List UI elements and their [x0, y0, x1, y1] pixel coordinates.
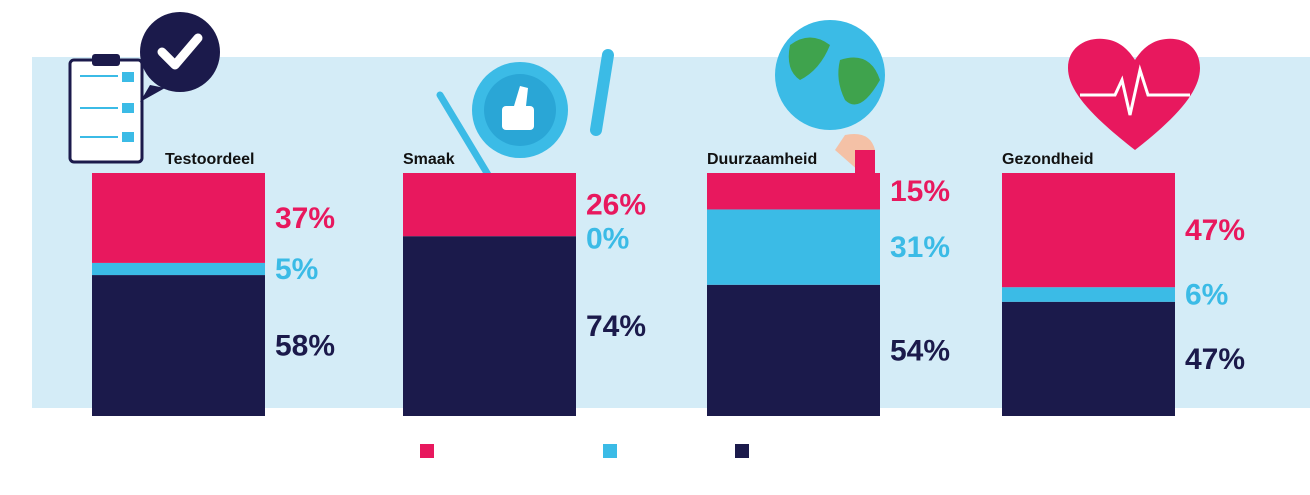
- value-label: 26%: [586, 189, 646, 222]
- bar-segment: [92, 275, 265, 416]
- bar-segment: [1002, 173, 1175, 288]
- legend-swatch: [603, 444, 617, 458]
- bar-segment: [403, 236, 576, 416]
- bar-segment: [92, 173, 265, 263]
- category-label: Gezondheid: [1002, 151, 1094, 168]
- value-label: 15%: [890, 175, 950, 208]
- category-label: Duurzaamheid: [707, 151, 817, 168]
- value-label: 47%: [1185, 214, 1245, 247]
- value-label: 74%: [586, 310, 646, 343]
- plate-icon: [436, 49, 614, 182]
- bar-segment: [92, 262, 265, 276]
- value-label: 47%: [1185, 343, 1245, 376]
- bar-segment: [1002, 287, 1175, 302]
- clipboard-icon: [68, 12, 220, 164]
- globe-icon: [775, 20, 885, 174]
- bar-segment: [707, 173, 880, 210]
- category-label: Smaak: [403, 151, 455, 168]
- bar-segment: [1002, 301, 1175, 416]
- value-label: 0%: [586, 223, 629, 256]
- value-label: 58%: [275, 329, 335, 362]
- heart-icon: [1068, 38, 1200, 150]
- value-label: 54%: [890, 334, 950, 367]
- value-label: 6%: [1185, 278, 1228, 311]
- category-label: Testoordeel: [165, 151, 255, 168]
- legend-swatch: [420, 444, 434, 458]
- bar-segment: [403, 173, 576, 237]
- value-label: 37%: [275, 202, 335, 235]
- legend-swatch: [735, 444, 749, 458]
- bar-segment: [707, 284, 880, 416]
- value-label: 5%: [275, 253, 318, 286]
- bar-segment: [707, 209, 880, 285]
- value-label: 31%: [890, 231, 950, 264]
